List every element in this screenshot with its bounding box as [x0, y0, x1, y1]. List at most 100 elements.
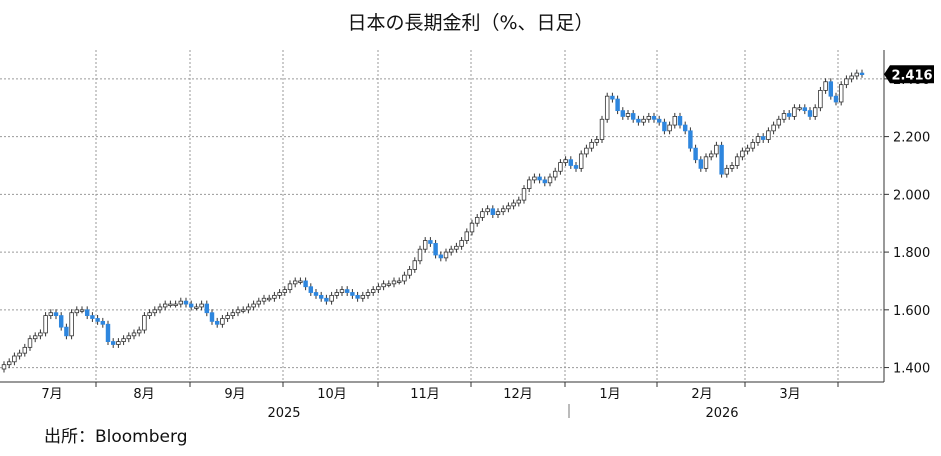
- candle: [823, 81, 828, 91]
- candle: [677, 116, 683, 126]
- candle: [547, 176, 553, 184]
- candle: [376, 286, 381, 291]
- candle: [6, 361, 12, 366]
- candle: [745, 147, 750, 152]
- candle: [766, 130, 771, 140]
- candle: [854, 72, 860, 77]
- candle: [152, 309, 158, 314]
- candle: [183, 300, 189, 305]
- candle: [261, 297, 267, 302]
- candle: [58, 315, 64, 328]
- candle: [516, 199, 522, 204]
- candle: [266, 297, 272, 301]
- candle: [584, 147, 589, 155]
- year-label: 2026: [705, 406, 738, 421]
- candle: [464, 231, 470, 241]
- candle: [412, 260, 418, 270]
- candle: [755, 136, 761, 143]
- candle: [162, 303, 168, 308]
- candle: [27, 338, 33, 348]
- candle: [485, 208, 490, 213]
- candle: [48, 312, 54, 316]
- candle: [84, 309, 90, 316]
- candle: [594, 139, 600, 143]
- candle: [74, 309, 80, 314]
- candle: [833, 95, 839, 103]
- candle: [760, 136, 766, 140]
- candle: [121, 338, 126, 342]
- candle: [703, 156, 709, 169]
- candle: [188, 303, 194, 308]
- candle: [812, 107, 818, 117]
- candle: [12, 355, 17, 363]
- candle: [615, 98, 620, 112]
- candle: [802, 107, 808, 112]
- candle: [350, 292, 355, 296]
- candle: [370, 289, 376, 293]
- candle: [578, 153, 584, 169]
- candle: [142, 315, 147, 331]
- candle: [454, 245, 459, 250]
- candle: [786, 113, 792, 117]
- candle: [459, 240, 464, 247]
- candle: [818, 90, 823, 109]
- candle: [90, 315, 95, 319]
- candle: [724, 167, 730, 175]
- candle: [729, 165, 735, 169]
- candle: [433, 243, 438, 256]
- candle: [168, 303, 173, 306]
- candle: [526, 179, 532, 189]
- candle: [558, 162, 563, 172]
- candle: [849, 75, 854, 80]
- x-tick-label: 7月: [41, 387, 62, 402]
- candle: [313, 292, 319, 296]
- candle: [422, 240, 428, 250]
- candle: [79, 309, 85, 312]
- candle: [781, 113, 787, 120]
- candle: [797, 107, 802, 110]
- candle: [402, 274, 407, 282]
- candle: [251, 303, 256, 308]
- source-note: 出所：Bloomberg: [44, 427, 188, 447]
- y-tick-label: 1.400: [893, 362, 930, 377]
- x-tick-label: 3月: [779, 387, 800, 402]
- candle: [656, 118, 662, 123]
- x-tick-label: 2月: [691, 387, 712, 402]
- candle: [521, 188, 527, 201]
- candle: [157, 306, 163, 311]
- candle: [474, 217, 480, 224]
- candle: [105, 323, 111, 342]
- candle: [22, 346, 28, 354]
- candle: [693, 147, 698, 161]
- last-value-marker: [884, 65, 934, 84]
- candle: [292, 280, 298, 285]
- candle: [365, 292, 371, 296]
- candle: [500, 208, 506, 213]
- candle: [719, 144, 724, 175]
- candle: [641, 118, 646, 123]
- candle: [859, 72, 865, 75]
- candle: [552, 170, 558, 178]
- y-tick-label: 1.600: [893, 304, 930, 319]
- candle: [537, 176, 542, 181]
- candle: [272, 294, 277, 299]
- candle: [277, 292, 282, 296]
- candle: [828, 81, 834, 97]
- candle: [100, 320, 106, 325]
- candle: [1, 364, 7, 370]
- candle: [443, 251, 449, 259]
- candle: [381, 283, 386, 288]
- candle: [682, 124, 688, 132]
- candle: [734, 156, 740, 166]
- candle: [324, 297, 329, 302]
- x-tick-label: 10月: [317, 387, 347, 402]
- candle: [480, 211, 485, 218]
- candle: [194, 306, 199, 309]
- candle: [771, 124, 776, 132]
- candle: [334, 292, 340, 296]
- candle: [204, 303, 210, 314]
- candle: [563, 159, 568, 163]
- candle: [318, 294, 324, 299]
- y-tick-label: 2.200: [893, 131, 930, 146]
